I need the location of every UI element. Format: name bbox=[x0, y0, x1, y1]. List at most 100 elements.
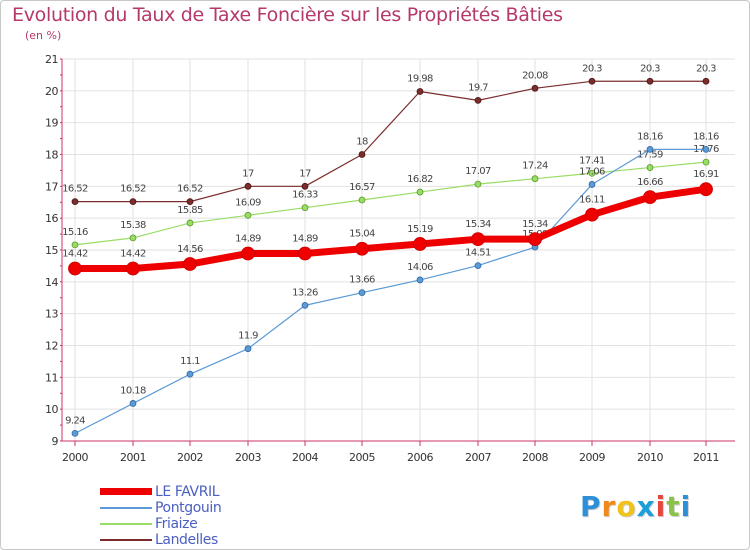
legend-swatch bbox=[100, 488, 152, 495]
data-label-le-favril: 15.34 bbox=[465, 219, 491, 230]
y-tick-label: 21 bbox=[45, 53, 58, 66]
y-tick-label: 12 bbox=[45, 340, 58, 353]
data-point-landelles bbox=[301, 182, 309, 190]
y-tick-label: 14 bbox=[45, 276, 58, 289]
series-line-landelles bbox=[74, 80, 707, 203]
data-label-pontgouin: 14.51 bbox=[465, 248, 491, 259]
data-point-pontgouin bbox=[71, 429, 79, 437]
data-point-le-favril bbox=[126, 261, 140, 276]
y-tick-label: 13 bbox=[45, 308, 58, 321]
data-point-landelles bbox=[71, 198, 79, 206]
data-point-landelles bbox=[416, 88, 424, 95]
data-label-friaize: 16.09 bbox=[235, 197, 261, 208]
data-label-landelles: 19.98 bbox=[407, 73, 433, 84]
x-tick-label: 2004 bbox=[292, 451, 318, 464]
logo-letter: P bbox=[580, 490, 602, 523]
data-label-landelles: 20.3 bbox=[696, 63, 716, 74]
y-tick-label: 9 bbox=[52, 435, 59, 448]
data-label-le-favril: 15.19 bbox=[407, 224, 433, 235]
x-tick-label: 2010 bbox=[637, 451, 663, 464]
data-label-pontgouin: 14.06 bbox=[407, 262, 433, 273]
proxiti-logo: Proxiti bbox=[580, 490, 691, 523]
y-tick-label: 10 bbox=[45, 403, 58, 416]
data-point-landelles bbox=[358, 151, 366, 158]
data-label-pontgouin: 18.16 bbox=[693, 131, 719, 142]
logo-letter: o bbox=[616, 490, 637, 523]
data-label-landelles: 16.52 bbox=[120, 184, 146, 195]
data-point-le-favril bbox=[183, 257, 197, 271]
x-tick-label: 2007 bbox=[465, 451, 491, 464]
data-label-le-favril: 14.56 bbox=[177, 244, 203, 255]
logo-letter: i bbox=[655, 490, 667, 523]
legend-label: Pontgouin bbox=[155, 500, 222, 516]
data-label-pontgouin: 10.18 bbox=[120, 385, 146, 396]
data-point-friaize bbox=[588, 169, 596, 177]
legend-swatch bbox=[100, 523, 152, 525]
data-label-landelles: 20.3 bbox=[582, 63, 602, 74]
data-point-friaize bbox=[301, 204, 309, 212]
data-label-le-favril: 16.66 bbox=[637, 177, 663, 188]
data-label-friaize: 16.33 bbox=[292, 190, 318, 201]
data-label-friaize: 16.82 bbox=[407, 174, 433, 185]
data-label-pontgouin: 17.06 bbox=[579, 166, 605, 177]
x-tick-label: 2001 bbox=[120, 451, 146, 464]
data-label-landelles: 16.52 bbox=[177, 184, 203, 195]
series-line-pontgouin bbox=[74, 148, 707, 434]
x-tick-label: 2003 bbox=[235, 451, 261, 464]
legend-entry: Friaize bbox=[100, 516, 320, 532]
data-label-pontgouin: 11.1 bbox=[180, 356, 200, 367]
data-point-le-favril bbox=[643, 190, 657, 205]
data-point-le-favril bbox=[585, 207, 599, 222]
x-tick-label: 2008 bbox=[522, 451, 548, 464]
y-tick-label: 11 bbox=[45, 371, 58, 384]
logo-letter: t bbox=[666, 490, 681, 523]
data-point-friaize bbox=[416, 188, 424, 196]
data-label-pontgouin: 18.16 bbox=[637, 131, 663, 142]
x-tick-label: 2002 bbox=[177, 451, 203, 464]
logo-letter: x bbox=[636, 490, 656, 523]
data-point-pontgouin bbox=[646, 146, 654, 153]
data-point-pontgouin bbox=[244, 345, 252, 353]
data-point-landelles bbox=[474, 96, 482, 104]
data-point-friaize bbox=[702, 158, 710, 166]
data-label-friaize: 15.85 bbox=[177, 205, 203, 216]
data-label-le-favril: 16.91 bbox=[693, 169, 719, 180]
legend-swatch bbox=[100, 539, 152, 541]
data-label-friaize: 17.24 bbox=[522, 161, 548, 172]
data-point-le-favril bbox=[699, 182, 713, 197]
data-label-landelles: 16.52 bbox=[62, 184, 88, 195]
data-point-le-favril bbox=[528, 232, 542, 247]
data-label-landelles: 19.7 bbox=[468, 82, 488, 93]
data-label-friaize: 17.41 bbox=[579, 155, 605, 166]
legend-entry: Pontgouin bbox=[100, 500, 320, 516]
legend-entry: LE FAVRIL bbox=[100, 484, 320, 500]
legend-entry: Landelles bbox=[100, 532, 320, 548]
series-line-le-favril bbox=[71, 185, 710, 272]
y-tick-label: 18 bbox=[45, 149, 58, 162]
y-tick-label: 20 bbox=[45, 85, 58, 98]
data-point-friaize bbox=[358, 196, 366, 204]
x-tick-label: 2006 bbox=[407, 451, 433, 464]
chart-title: Evolution du Taux de Taxe Foncière sur l… bbox=[12, 4, 563, 26]
legend-label: LE FAVRIL bbox=[155, 484, 220, 500]
data-point-le-favril bbox=[68, 261, 82, 276]
data-label-pontgouin: 13.66 bbox=[349, 275, 375, 286]
legend-label: Landelles bbox=[155, 532, 218, 548]
logo-letter: i bbox=[680, 490, 692, 523]
data-point-landelles bbox=[531, 84, 539, 92]
data-point-landelles bbox=[646, 77, 654, 85]
data-point-pontgouin bbox=[474, 262, 482, 269]
x-tick-label: 2000 bbox=[62, 451, 88, 464]
data-label-le-favril: 14.89 bbox=[292, 234, 318, 245]
y-tick-label: 16 bbox=[45, 212, 58, 225]
data-label-le-favril: 14.42 bbox=[120, 248, 146, 259]
data-label-friaize: 15.38 bbox=[120, 220, 146, 231]
data-label-friaize: 17.07 bbox=[465, 166, 491, 177]
y-tick-label: 17 bbox=[45, 180, 58, 193]
data-label-pontgouin: 9.24 bbox=[65, 415, 85, 426]
data-point-friaize bbox=[186, 219, 194, 227]
data-point-le-favril bbox=[241, 246, 255, 261]
data-point-friaize bbox=[531, 175, 539, 183]
chart-unit-label: (en %) bbox=[25, 29, 62, 42]
